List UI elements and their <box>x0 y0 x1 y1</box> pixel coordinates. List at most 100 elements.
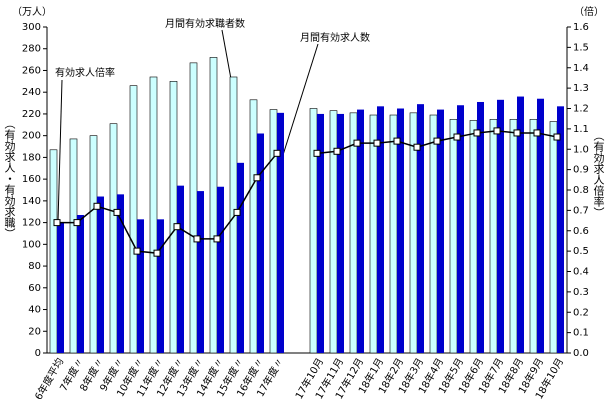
bar <box>69 138 78 354</box>
bar <box>549 121 558 354</box>
y-tick-label: 180 <box>22 152 41 163</box>
y-tick-label: 160 <box>22 174 41 185</box>
bar <box>417 104 424 353</box>
y2-tick-label: 0.2 <box>573 307 589 318</box>
y-tick-label: 40 <box>28 305 41 316</box>
bar <box>177 185 184 353</box>
bar <box>77 214 84 353</box>
bar <box>57 222 64 353</box>
bar <box>309 108 318 354</box>
bar <box>497 99 504 353</box>
y-tick-label: 240 <box>22 87 41 98</box>
y2-tick-label: 1.4 <box>573 63 589 74</box>
bar <box>557 106 564 354</box>
bar <box>109 123 118 354</box>
bar <box>197 191 204 353</box>
bar <box>137 219 144 353</box>
y-axis-label: （有効求人・有効求職） <box>3 118 16 239</box>
annotation: 月間有効求人数 <box>300 31 370 44</box>
ratio-marker <box>253 174 261 182</box>
y-tick-label: 120 <box>22 218 41 229</box>
x-tick-label: 6年度平均 <box>32 356 66 403</box>
ratio-marker <box>153 249 161 257</box>
left-unit: （万人） <box>12 6 52 18</box>
ratio-marker <box>113 208 121 216</box>
y-tick-label: 220 <box>22 109 41 120</box>
bar <box>189 62 198 354</box>
ratio-marker <box>473 129 481 137</box>
ratio-marker <box>233 208 241 216</box>
y-tick-label: 200 <box>22 131 41 142</box>
ratio-marker <box>513 129 521 137</box>
bar <box>269 109 278 354</box>
ratio-marker <box>173 223 181 231</box>
bar <box>209 57 218 354</box>
bar <box>437 109 444 353</box>
bar <box>397 108 404 353</box>
bar <box>97 196 104 353</box>
y-tick-label: 100 <box>22 239 41 250</box>
bar <box>329 110 338 354</box>
y2-tick-label: 1.2 <box>573 104 589 115</box>
y2-tick-label: 0.7 <box>573 205 589 216</box>
ratio-marker <box>273 149 281 157</box>
annotation-leader <box>57 79 63 223</box>
y2-tick-label: 0.1 <box>573 328 589 339</box>
y2-tick-label: 0.8 <box>573 185 589 196</box>
bar <box>457 105 464 354</box>
ratio-marker <box>53 219 61 227</box>
ratio-marker <box>73 219 81 227</box>
y2-tick-label: 1.3 <box>573 83 589 94</box>
right-unit: （倍） <box>574 5 604 18</box>
y2-tick-label: 0.0 <box>573 348 589 359</box>
y2-tick-label: 1.0 <box>573 144 589 155</box>
annotation-leader <box>282 43 319 156</box>
y2-tick-label: 0.5 <box>573 246 589 257</box>
ratio-marker <box>313 149 321 157</box>
y2-tick-label: 1.5 <box>573 42 589 53</box>
ratio-marker <box>433 137 441 145</box>
y-tick-label: 260 <box>22 65 41 76</box>
y-tick-label: 280 <box>22 44 41 55</box>
bar <box>277 112 284 353</box>
y2-tick-label: 0.9 <box>573 165 589 176</box>
bar <box>517 96 524 354</box>
bar <box>529 119 538 354</box>
bar <box>429 114 438 354</box>
bar <box>477 101 484 353</box>
ratio-marker <box>373 139 381 147</box>
ratio-marker <box>453 133 461 141</box>
ratio-marker <box>213 235 221 243</box>
bar <box>49 149 58 354</box>
bar <box>449 119 458 354</box>
y2-tick-label: 0.6 <box>573 226 589 237</box>
annotation: 月間有効求職者数 <box>165 17 245 30</box>
bar <box>389 114 398 354</box>
bar <box>357 109 364 353</box>
ratio-marker <box>393 137 401 145</box>
bar <box>129 85 138 354</box>
ratio-marker <box>493 127 501 135</box>
bar <box>117 194 124 353</box>
ratio-marker <box>333 147 341 155</box>
ratio-marker <box>353 139 361 147</box>
y-tick-label: 140 <box>22 196 41 207</box>
y2-tick-label: 0.3 <box>573 287 589 298</box>
bar <box>169 81 178 354</box>
ratio-marker <box>93 202 101 210</box>
bar <box>377 106 384 354</box>
y2-tick-label: 1.6 <box>573 22 589 33</box>
bar <box>349 112 358 354</box>
bar <box>217 186 224 353</box>
bar <box>337 113 344 353</box>
annotation: 有効求人倍率 <box>55 66 115 79</box>
y2-tick-label: 0.4 <box>573 267 589 278</box>
ratio-marker <box>193 235 201 243</box>
y-tick-label: 80 <box>28 261 41 272</box>
ratio-marker <box>413 143 421 151</box>
ratio-marker <box>133 247 141 255</box>
bar <box>237 162 244 353</box>
y-tick-label: 20 <box>28 326 41 337</box>
bar <box>537 98 544 353</box>
